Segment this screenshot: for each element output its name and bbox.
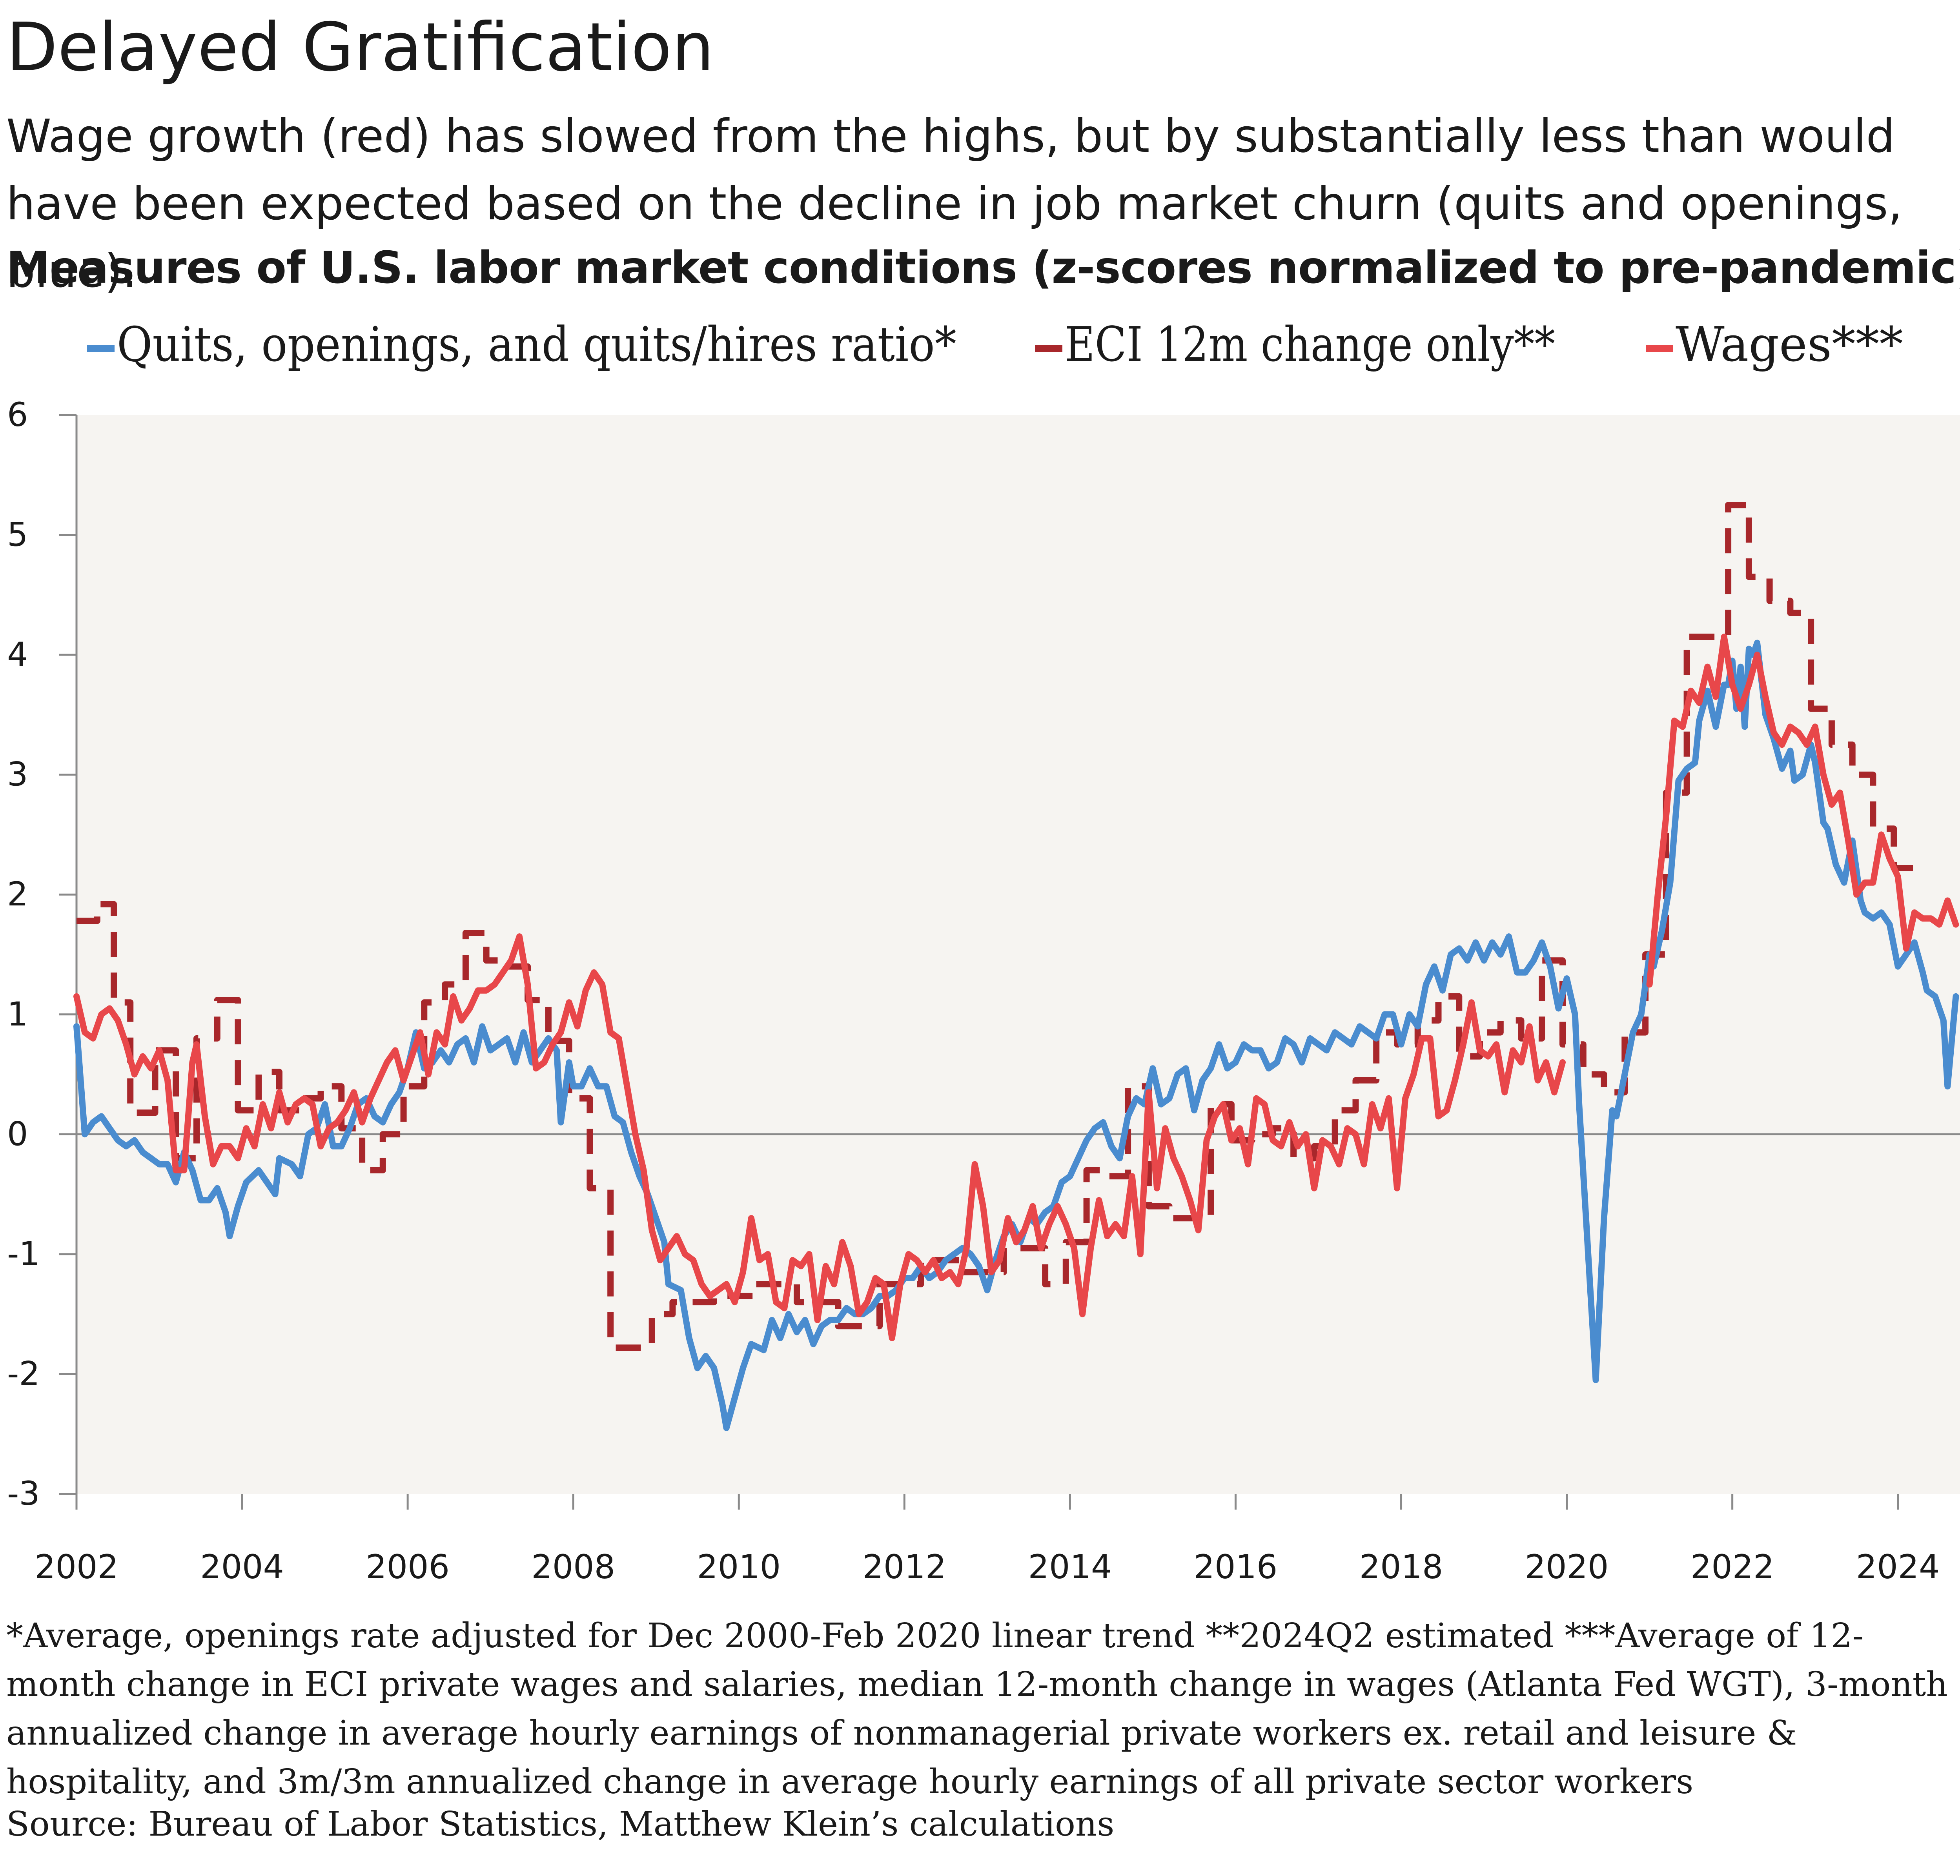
x-tick-label: 2008 [531, 1548, 615, 1586]
page-title: Delayed Gratification [6, 9, 714, 86]
chart-axes: -3 -2 -1 0 1 2 3 4 5 6 2002 2004 2006 2008 2010 2012 201… [7, 395, 1960, 1586]
x-tick-label: 2024 [1856, 1548, 1940, 1586]
y-tick-label: 5 [7, 515, 28, 554]
x-tick-label: 2010 [697, 1548, 781, 1586]
x-tick-label: 2012 [862, 1548, 946, 1586]
y-tick-label: -3 [7, 1474, 40, 1513]
chart-legend: Quits, openings, and quits/hires ratio* E… [87, 317, 1903, 372]
y-tick-label: -1 [7, 1235, 40, 1273]
series-layer [73, 502, 1959, 1431]
x-tick-label: 2006 [366, 1548, 450, 1586]
legend-label: Quits, openings, and quits/hires ratio* [117, 317, 956, 372]
x-tick-label: 2020 [1525, 1548, 1609, 1586]
series-line-3 [73, 933, 1566, 1341]
x-tick-label: 2014 [1028, 1548, 1112, 1586]
chart-footnote: *Average, openings rate adjusted for Dec… [6, 1616, 1948, 1801]
legend-label: ECI 12m change only** [1065, 317, 1555, 372]
page-subtitle: Wage growth (red) has slowed from the hi… [6, 110, 1903, 298]
line-chart: Quits, openings, and quits/hires ratio* E… [7, 317, 1960, 1586]
y-tick-label: 1 [7, 995, 28, 1033]
x-tick-label: 2002 [35, 1548, 118, 1586]
x-tick-label: 2016 [1194, 1548, 1278, 1586]
y-tick-label: 2 [7, 875, 28, 913]
y-tick-label: 4 [7, 635, 28, 674]
x-tick-label: 2004 [200, 1548, 284, 1586]
x-tick-label: 2018 [1359, 1548, 1443, 1586]
y-tick-label: -2 [7, 1354, 40, 1393]
legend-label: Wages*** [1676, 317, 1903, 372]
chart-source: Source: Bureau of Labor Statistics, Matt… [6, 1805, 1115, 1844]
plot-area [77, 415, 1960, 1494]
y-tick-label: 6 [7, 395, 28, 434]
y-tick-label: 3 [7, 755, 28, 794]
y-tick-label: 0 [7, 1115, 28, 1153]
series-line-4 [1646, 634, 1959, 988]
chart-heading: Measures of U.S. labor market conditions… [6, 242, 1960, 293]
x-tick-label: 2022 [1690, 1548, 1774, 1586]
